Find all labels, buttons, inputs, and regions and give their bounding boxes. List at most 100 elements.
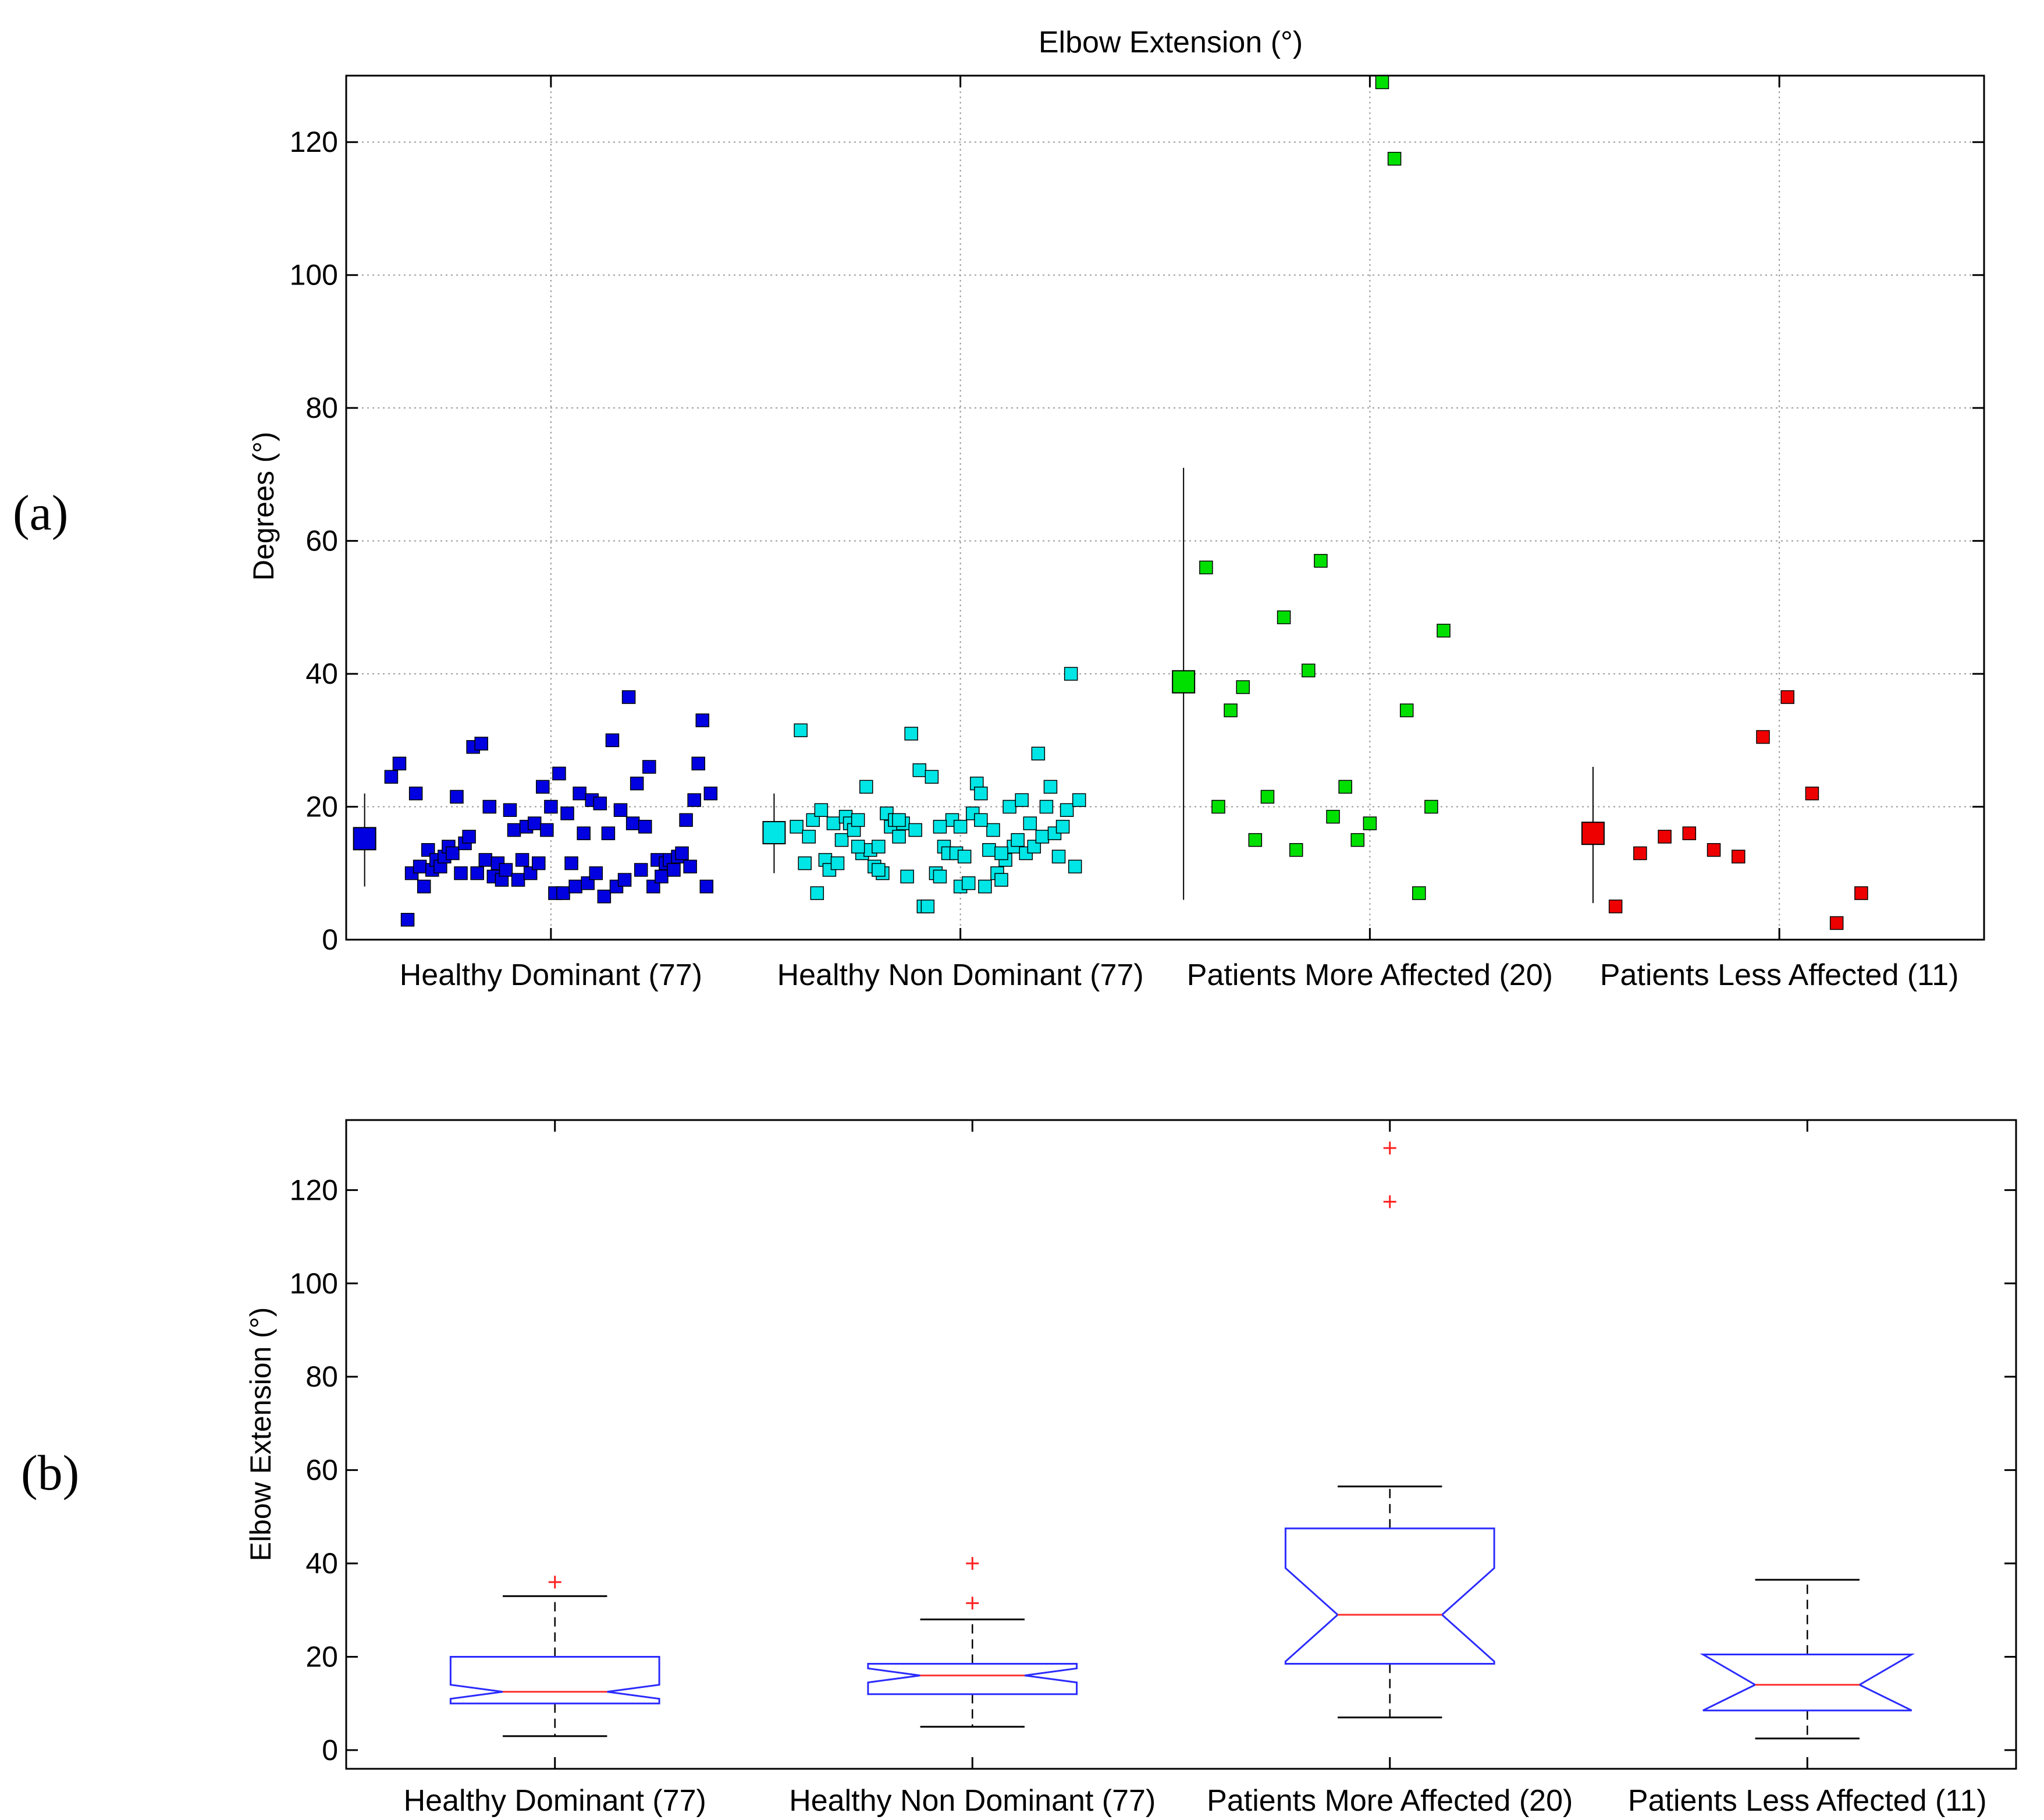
boxplot-y-tick-label-0: 0 xyxy=(322,1734,338,1766)
scatter-point-1-66 xyxy=(1060,803,1074,817)
scatter-point-0-4 xyxy=(408,786,423,801)
scatter-point-3-4 xyxy=(1707,843,1721,857)
boxplot-y-tick-label-1: 20 xyxy=(305,1640,338,1673)
scatter-point-1-52 xyxy=(1003,799,1016,814)
scatter-point-2-5 xyxy=(1260,790,1275,804)
boxplot-y-tick-label-6: 120 xyxy=(290,1174,338,1206)
scatter-point-2-9 xyxy=(1314,554,1328,568)
scatter-point-1-65 xyxy=(1055,820,1070,834)
scatter-point-0-6 xyxy=(417,879,431,894)
scatter-point-0-34 xyxy=(532,856,546,870)
scatter-point-0-33 xyxy=(527,816,542,830)
scatter-point-0-48 xyxy=(589,866,603,880)
scatter-point-3-6 xyxy=(1756,730,1770,744)
boxplot-box-0 xyxy=(449,1656,660,1705)
scatter-point-1-10 xyxy=(830,856,845,870)
scatter-y-tick-label-5: 100 xyxy=(290,259,338,292)
scatter-point-2-11 xyxy=(1338,780,1352,794)
scatter-y-tick-label-2: 40 xyxy=(305,657,338,690)
scatter-point-2-4 xyxy=(1248,833,1263,847)
scatter-point-0-72 xyxy=(687,793,701,807)
scatter-point-0-27 xyxy=(503,803,517,817)
scatter-point-2-10 xyxy=(1326,809,1340,824)
scatter-point-1-61 xyxy=(1039,799,1054,814)
boxplot-y-axis-label: Elbow Extension (°) xyxy=(244,1307,277,1562)
scatter-point-2-8 xyxy=(1302,663,1316,678)
scatter-point-0-52 xyxy=(605,733,620,748)
scatter-point-2-3 xyxy=(1236,680,1250,694)
scatter-point-0-64 xyxy=(655,869,669,884)
boxplot-y-tick-label-2: 40 xyxy=(305,1547,338,1580)
scatter-point-0-0 xyxy=(384,770,399,784)
scatter-point-0-29 xyxy=(511,873,525,887)
scatter-point-0-30 xyxy=(515,853,529,867)
scatter-point-0-1 xyxy=(392,756,407,771)
scatter-point-2-1 xyxy=(1211,799,1225,814)
scatter-point-1-32 xyxy=(920,900,935,913)
scatter-point-1-27 xyxy=(900,869,914,884)
scatter-y-tick-label-1: 20 xyxy=(305,791,338,823)
boxplot-y-tick-label-5: 100 xyxy=(290,1267,338,1300)
scatter-summary-mean-marker-3 xyxy=(1581,822,1605,845)
scatter-summary-mean-marker-2 xyxy=(1172,670,1196,694)
scatter-category-label-2: Patients More Affected (20) xyxy=(1187,958,1553,992)
scatter-point-1-57 xyxy=(1023,816,1037,830)
scatter-category-label-0: Healthy Dominant (77) xyxy=(400,958,702,992)
scatter-point-1-64 xyxy=(1051,849,1066,863)
scatter-point-0-39 xyxy=(552,766,566,781)
scatter-point-0-13 xyxy=(446,846,460,861)
scatter-point-0-73 xyxy=(691,756,705,771)
scatter-point-1-70 xyxy=(872,863,886,877)
scatter-y-tick-label-4: 80 xyxy=(305,392,338,424)
scatter-point-2-17 xyxy=(1412,886,1426,900)
scatter-point-1-1 xyxy=(794,723,808,737)
scatter-point-2-2 xyxy=(1224,703,1238,717)
scatter-point-0-59 xyxy=(634,863,648,877)
scatter-point-1-74 xyxy=(994,846,1008,861)
scatter-point-3-5 xyxy=(1732,849,1746,863)
boxplot-y-tick-label-3: 60 xyxy=(305,1454,338,1487)
scatter-point-2-12 xyxy=(1350,833,1365,847)
scatter-point-3-1 xyxy=(1633,846,1647,861)
scatter-point-2-14 xyxy=(1375,75,1389,90)
scatter-point-0-42 xyxy=(564,856,578,870)
scatter-point-2-13 xyxy=(1363,816,1377,830)
scatter-point-2-0 xyxy=(1199,560,1213,575)
scatter-point-1-5 xyxy=(810,886,824,900)
scatter-point-0-19 xyxy=(470,866,484,880)
boxplot-box-2 xyxy=(1284,1527,1495,1665)
scatter-point-0-36 xyxy=(540,823,554,837)
scatter-point-1-73 xyxy=(974,813,988,827)
scatter-point-1-71 xyxy=(892,813,906,827)
scatter-point-0-15 xyxy=(454,866,468,880)
scatter-point-0-2 xyxy=(400,912,415,927)
boxplot-outlier-1-0 xyxy=(966,1597,979,1610)
scatter-point-1-6 xyxy=(814,803,829,817)
scatter-point-2-6 xyxy=(1277,610,1291,624)
scatter-point-0-76 xyxy=(703,786,718,801)
boxplot-category-label-1: Healthy Non Dominant (77) xyxy=(789,1784,1156,1818)
scatter-y-tick-label-3: 60 xyxy=(305,525,338,557)
scatter-point-0-20 xyxy=(474,737,488,751)
scatter-point-1-67 xyxy=(1064,667,1078,681)
scatter-point-0-54 xyxy=(613,803,628,817)
scatter-point-0-56 xyxy=(621,690,636,704)
scatter-point-1-50 xyxy=(994,873,1008,887)
scatter-point-1-29 xyxy=(908,823,922,837)
scatter-point-3-2 xyxy=(1658,830,1672,844)
scatter-point-3-9 xyxy=(1829,916,1844,930)
scatter-point-1-11 xyxy=(834,833,849,847)
scatter-y-axis-label: Degrees (°) xyxy=(247,432,280,581)
scatter-point-0-57 xyxy=(625,816,640,830)
scatter-point-1-54 xyxy=(1011,833,1025,847)
scatter-point-1-33 xyxy=(925,770,939,784)
scatter-summary-mean-marker-1 xyxy=(762,821,786,845)
scatter-point-1-42 xyxy=(961,876,976,890)
scatter-point-1-45 xyxy=(974,786,988,801)
boxplot-outlier-2-0 xyxy=(1383,1195,1396,1208)
scatter-point-0-74 xyxy=(695,713,710,727)
scatter-point-0-41 xyxy=(560,806,574,820)
scatter-point-1-47 xyxy=(982,843,996,857)
scatter-point-0-37 xyxy=(544,799,558,814)
